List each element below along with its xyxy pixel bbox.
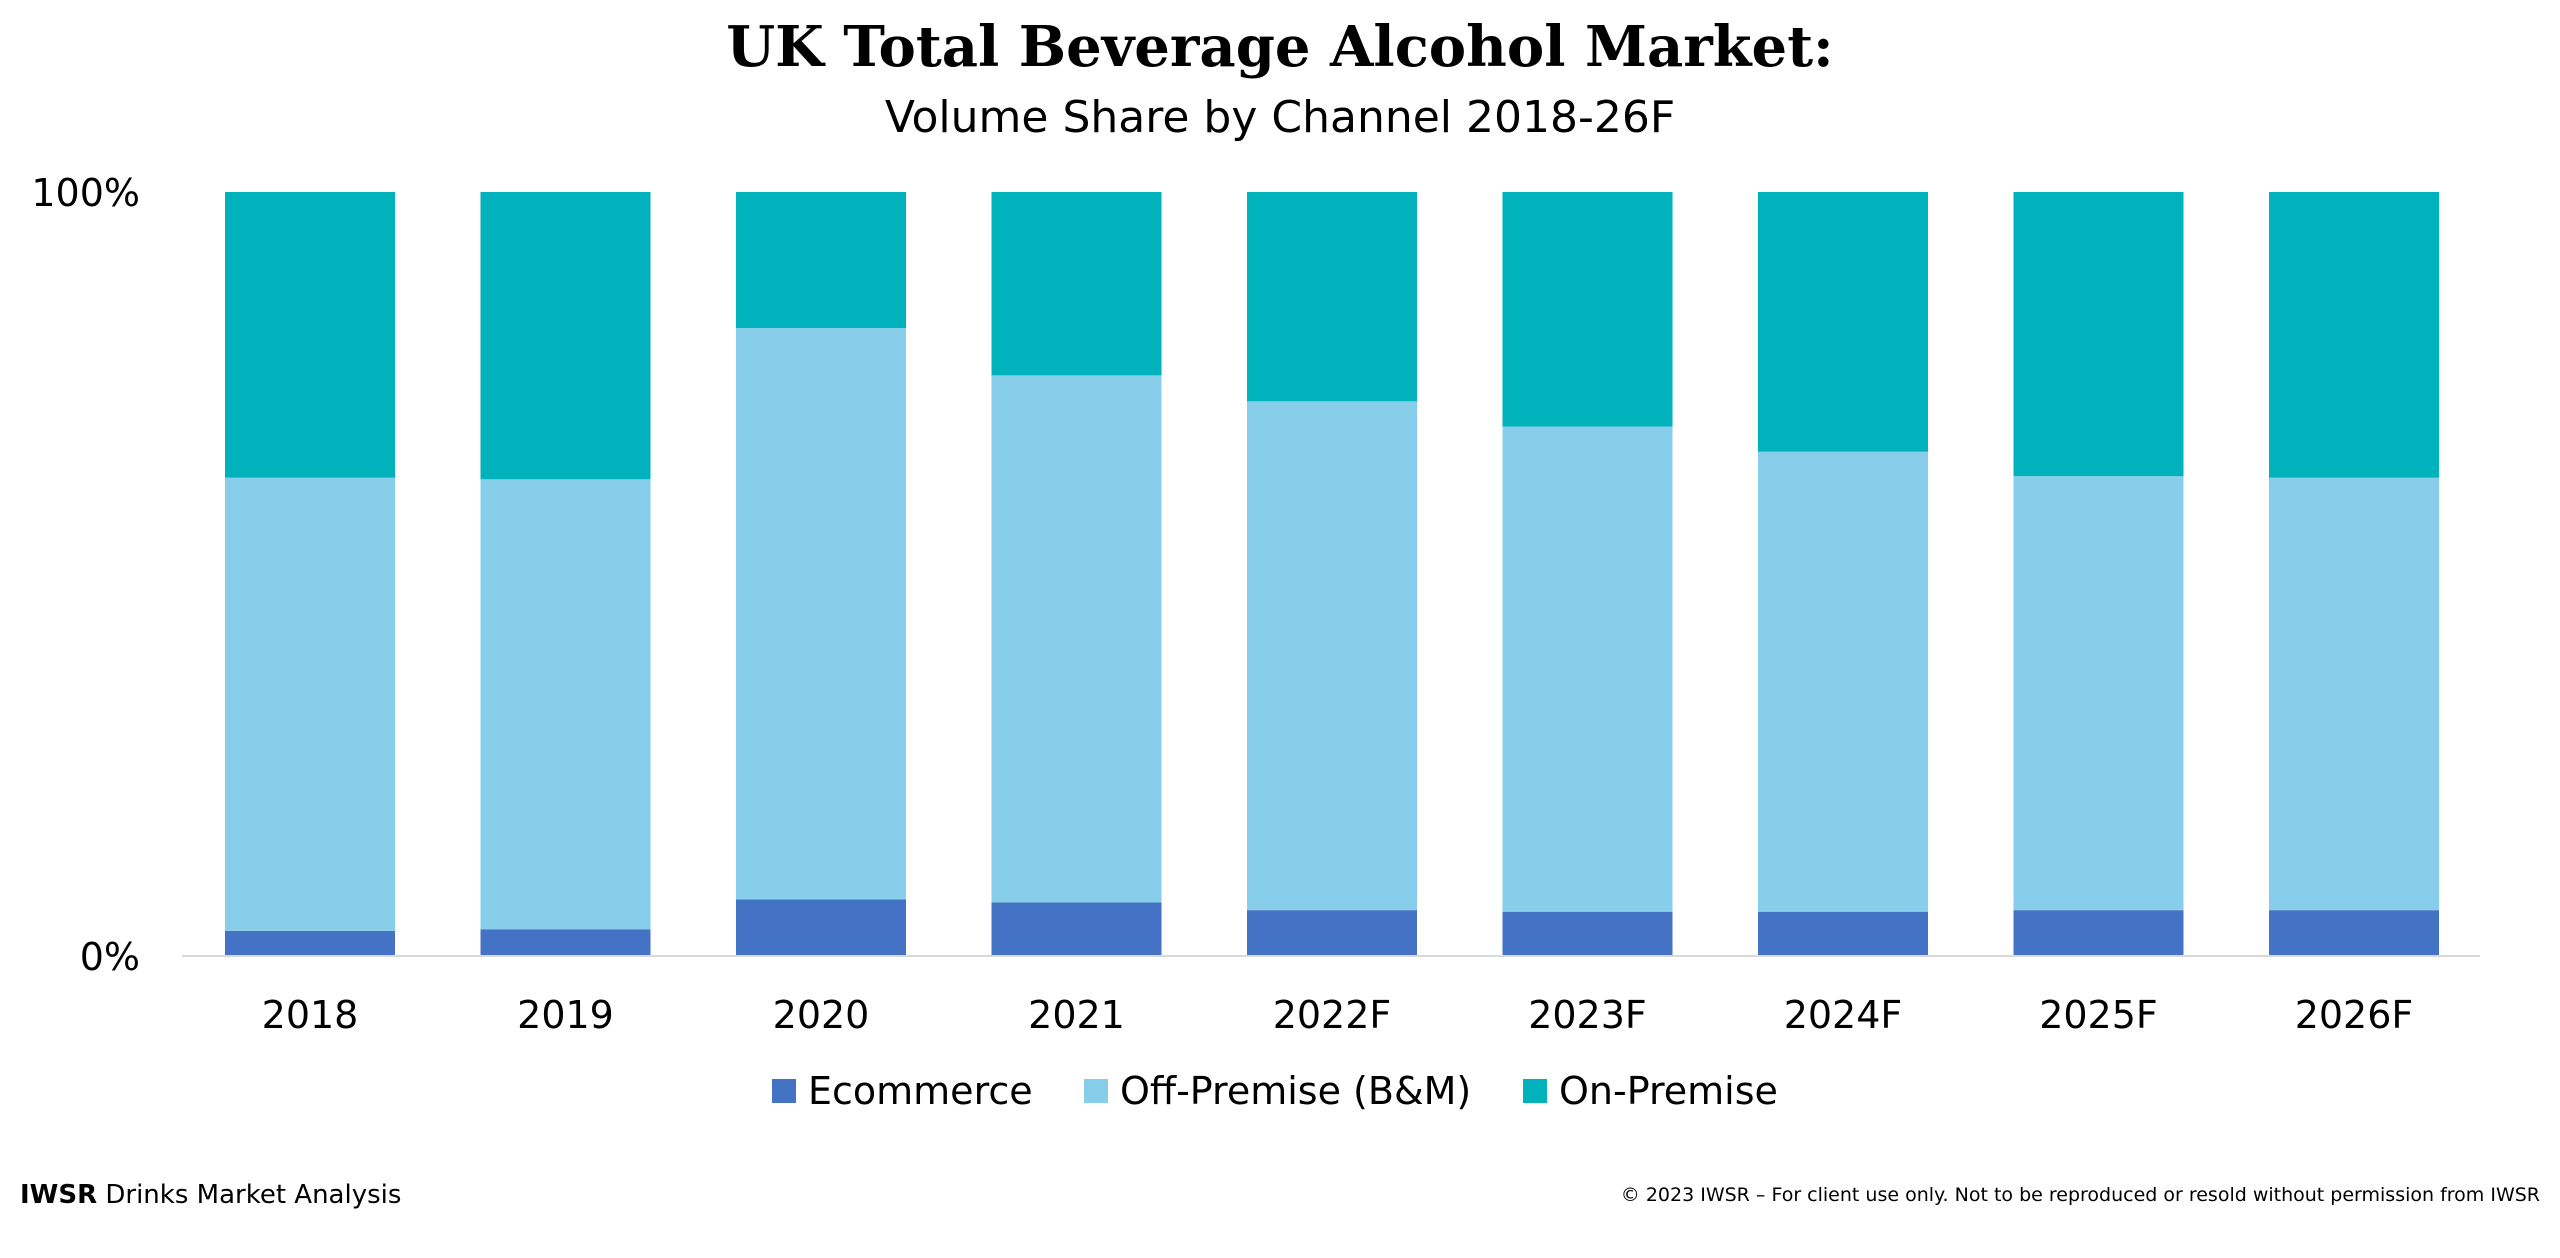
x-tick-label: 2020 (773, 993, 870, 1037)
x-tick-label: 2018 (262, 993, 359, 1037)
bar-ecommerce-2019 (480, 929, 651, 956)
bar-off-premise-b-m-2019 (480, 479, 651, 930)
bar-on-premise-2022f (1247, 192, 1417, 402)
x-tick-label: 2025F (2039, 993, 2158, 1037)
bar-off-premise-b-m-2020 (736, 327, 906, 900)
chart-subtitle: Volume Share by Channel 2018-26F (884, 92, 1676, 143)
bar-ecommerce-2021 (991, 902, 1162, 956)
bar-ecommerce-2022f (1247, 910, 1417, 956)
bar-off-premise-b-m-2018 (225, 477, 395, 931)
brand-name: IWSR (20, 1180, 98, 1210)
footer-brand: IWSR Drinks Market Analysis (20, 1180, 401, 1210)
bar-ecommerce-2023f (1502, 911, 1673, 956)
bar-on-premise-2024f (1758, 192, 1928, 452)
x-tick-label: 2022F (1273, 993, 1392, 1037)
legend-swatch (1084, 1079, 1108, 1103)
x-tick-label: 2023F (1528, 993, 1647, 1037)
legend-label: Off-Premise (B&M) (1120, 1069, 1471, 1113)
bar-on-premise-2021 (991, 192, 1162, 376)
bar-off-premise-b-m-2023f (1502, 426, 1673, 912)
legend-swatch (1523, 1079, 1547, 1103)
bar-ecommerce-2024f (1758, 911, 1928, 956)
x-tick-label: 2021 (1028, 993, 1125, 1037)
chart-title: UK Total Beverage Alcohol Market: (726, 14, 1834, 80)
x-tick-label: 2019 (517, 993, 614, 1037)
copyright-notice: © 2023 IWSR – For client use only. Not t… (1620, 1184, 2540, 1206)
bar-ecommerce-2018 (225, 930, 395, 956)
bar-on-premise-2023f (1502, 192, 1673, 427)
legend-label: On-Premise (1559, 1069, 1778, 1113)
legend-label: Ecommerce (808, 1069, 1033, 1113)
bar-on-premise-2025f (2013, 192, 2184, 477)
stacked-bar-chart: 0% 100% 2018 2019 2020 2021 2022F 2023F 2024F 20… (31, 171, 2480, 1113)
legend-swatch (772, 1079, 796, 1103)
y-tick-label: 100% (31, 171, 140, 215)
bar-on-premise-2020 (736, 192, 906, 328)
x-tick-label: 2024F (1784, 993, 1903, 1037)
bar-ecommerce-2026f (2269, 910, 2439, 956)
bar-off-premise-b-m-2024f (1758, 451, 1928, 912)
y-tick-label: 0% (80, 935, 140, 979)
bar-on-premise-2018 (225, 192, 395, 478)
bar-on-premise-2026f (2269, 192, 2439, 478)
x-tick-label: 2026F (2295, 993, 2414, 1037)
bar-off-premise-b-m-2025f (2013, 476, 2184, 911)
bar-off-premise-b-m-2026f (2269, 477, 2439, 911)
bar-off-premise-b-m-2021 (991, 375, 1162, 903)
bar-ecommerce-2020 (736, 899, 906, 956)
brand-suffix: Drinks Market Analysis (97, 1180, 402, 1210)
bar-ecommerce-2025f (2013, 910, 2184, 956)
bar-on-premise-2019 (480, 192, 651, 480)
bar-off-premise-b-m-2022f (1247, 401, 1417, 911)
